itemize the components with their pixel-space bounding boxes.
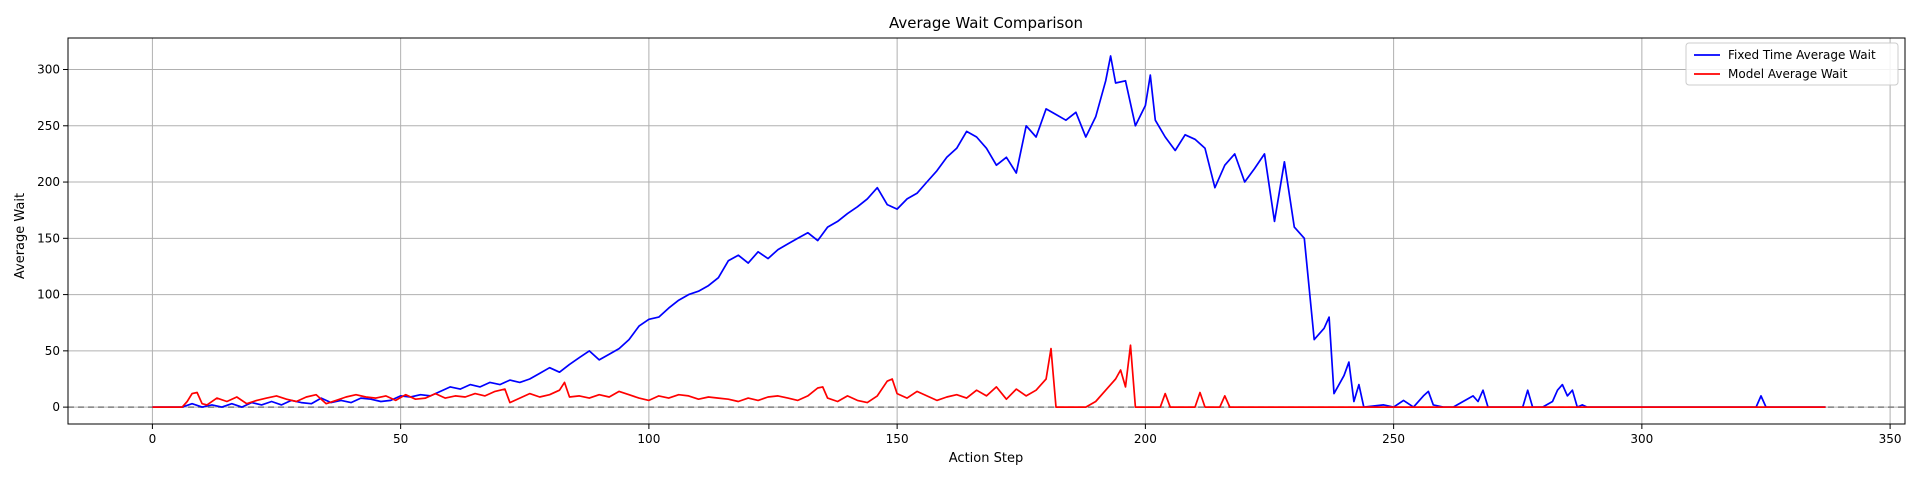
- y-tick-label: 300: [37, 63, 60, 77]
- y-tick-label: 50: [45, 344, 60, 358]
- x-tick-label: 250: [1382, 432, 1405, 446]
- x-tick-label: 50: [393, 432, 408, 446]
- y-tick-label: 250: [37, 119, 60, 133]
- grid: [68, 38, 1905, 424]
- x-tick-label: 300: [1630, 432, 1653, 446]
- x-tick-label: 100: [637, 432, 660, 446]
- x-tick-label: 0: [149, 432, 157, 446]
- plot-frame: [67, 37, 1906, 425]
- y-tick-label: 0: [52, 400, 60, 414]
- legend-label: Model Average Wait: [1728, 67, 1848, 81]
- x-axis-label: Action Step: [949, 451, 1023, 466]
- y-tick-label: 150: [37, 231, 60, 245]
- y-tick-label: 100: [37, 288, 60, 302]
- y-tick-label: 200: [37, 175, 60, 189]
- legend-label: Fixed Time Average Wait: [1728, 48, 1876, 62]
- legend-box: [1685, 42, 1899, 86]
- series-line-1: [152, 344, 1826, 408]
- y-axis-label: Average Wait: [13, 193, 28, 279]
- chart-title: Average Wait Comparison: [889, 14, 1083, 32]
- x-tick-label: 200: [1134, 432, 1157, 446]
- x-tick-label: 150: [886, 432, 909, 446]
- series-lines: [152, 55, 1826, 408]
- legend: Fixed Time Average Wait Model Average Wai…: [1685, 42, 1899, 86]
- y-axis-ticks: 0 50 100 150 200 250 300: [37, 63, 68, 414]
- x-axis-ticks: 0 50 100 150 200 250 300 350: [149, 424, 1902, 446]
- x-tick-label: 350: [1879, 432, 1902, 446]
- series-line-0: [152, 55, 1826, 408]
